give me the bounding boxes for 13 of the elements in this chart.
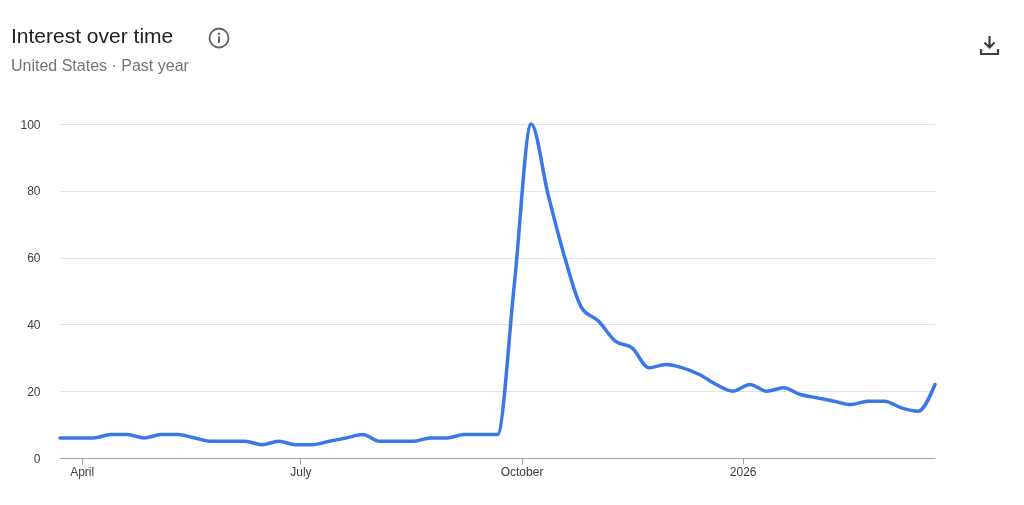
y-tick-label: 0: [33, 451, 41, 466]
y-tick-label: 40: [27, 317, 41, 332]
chart-subtitle: United States · Past year: [11, 57, 189, 75]
y-tick-label: 20: [27, 384, 41, 399]
chart-title: Interest over time: [11, 24, 174, 48]
y-tick-label: 80: [27, 184, 41, 199]
y-tick-label: 60: [27, 251, 41, 266]
x-tick-label: 2026: [729, 464, 757, 479]
y-tick-label: 100: [20, 117, 41, 132]
x-tick-label: October: [500, 464, 544, 479]
line-series: [58, 122, 937, 447]
x-tick-label: July: [290, 464, 312, 479]
x-tick-label: April: [70, 464, 95, 479]
